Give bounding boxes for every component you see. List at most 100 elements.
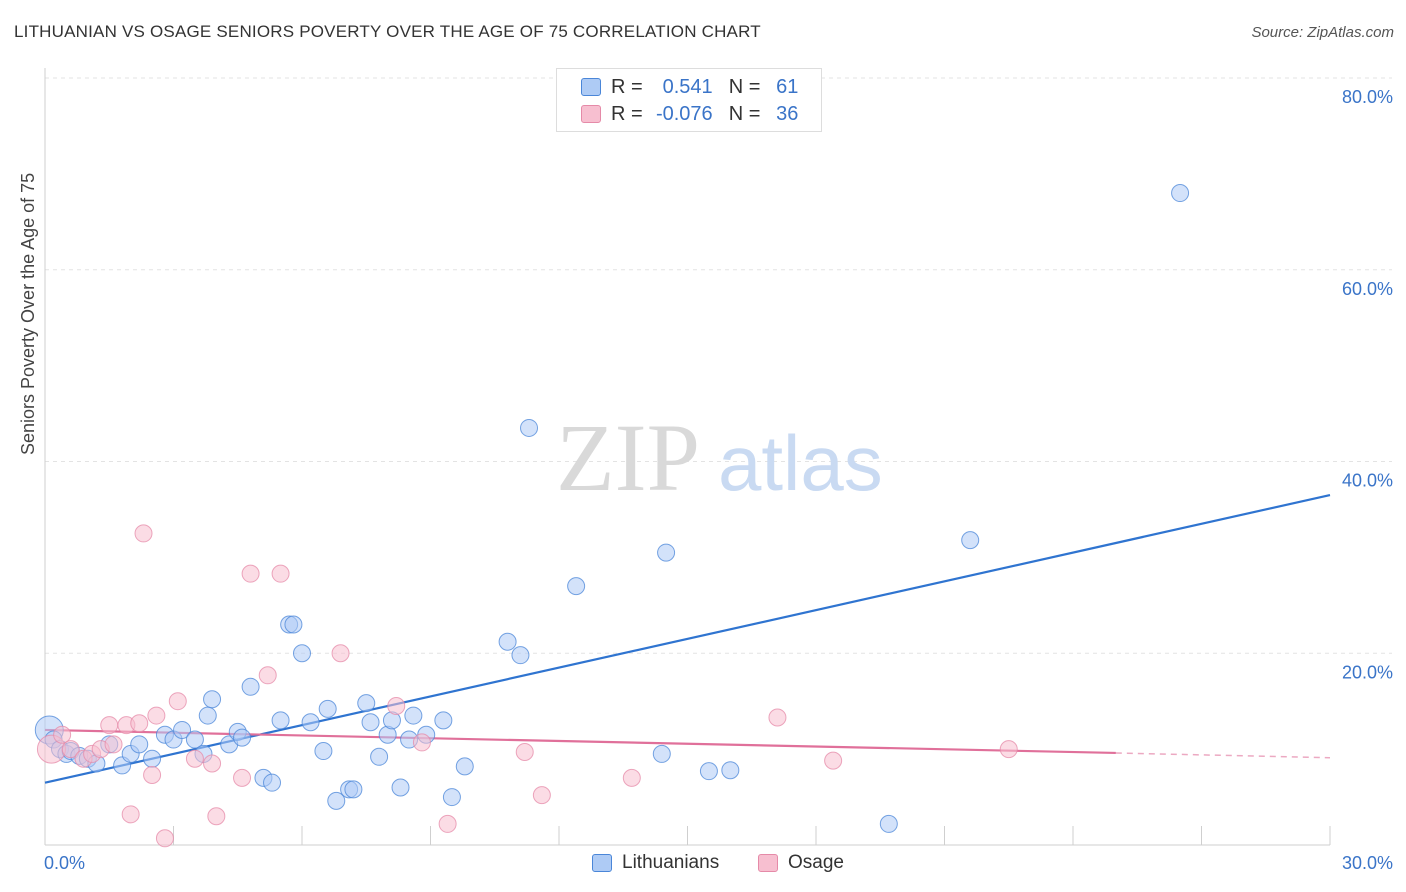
legend-n-value: 61 xyxy=(776,75,799,98)
axes xyxy=(44,68,1331,846)
point-lithuanians xyxy=(130,735,149,754)
legend-label-lithuanians: Lithuanians xyxy=(622,852,720,873)
series-legend: Lithuanians Osage xyxy=(0,852,1406,878)
y-axis-label: Seniors Poverty Over the Age of 75 xyxy=(18,172,38,455)
point-osage xyxy=(768,708,787,727)
point-osage xyxy=(53,725,72,744)
point-osage xyxy=(622,768,641,787)
point-lithuanians xyxy=(721,761,740,780)
point-lithuanians xyxy=(271,711,290,730)
point-osage xyxy=(387,696,406,715)
y-tick-label: 60.0% xyxy=(1342,279,1393,299)
point-lithuanians xyxy=(284,615,303,634)
point-osage xyxy=(412,733,431,752)
point-osage xyxy=(61,740,80,759)
point-lithuanians xyxy=(361,713,380,732)
point-osage xyxy=(104,735,123,754)
point-lithuanians xyxy=(293,644,311,663)
point-osage xyxy=(438,814,457,833)
watermark: ZIP atlas xyxy=(556,404,883,511)
point-osage xyxy=(233,768,252,787)
point-osage xyxy=(100,716,119,735)
legend-swatch-osage xyxy=(581,105,601,123)
point-osage xyxy=(999,740,1018,759)
watermark-zip: ZIP xyxy=(556,404,700,511)
point-lithuanians xyxy=(327,791,346,810)
legend-n-value: 36 xyxy=(776,102,799,125)
legend-r-value: 0.541 xyxy=(662,75,713,98)
y-tick-label: 80.0% xyxy=(1342,87,1393,107)
point-osage xyxy=(203,754,222,773)
point-lithuanians xyxy=(511,646,530,665)
source-label: Source: ZipAtlas.com xyxy=(1251,24,1394,41)
trend-line-osage-dashed xyxy=(1115,752,1331,759)
point-osage xyxy=(207,807,226,826)
tick-labels: 20.0% 40.0% 60.0% 80.0% 0.0% 30.0% xyxy=(44,87,1393,873)
point-osage xyxy=(155,829,174,848)
y-tick-label: 40.0% xyxy=(1342,471,1393,491)
point-osage xyxy=(241,564,260,583)
legend-item-osage[interactable]: Osage xyxy=(758,852,844,874)
point-lithuanians xyxy=(879,814,898,833)
point-lithuanians xyxy=(185,730,204,749)
point-osage xyxy=(824,751,843,770)
legend-r-label: R = xyxy=(611,102,643,125)
point-lithuanians xyxy=(391,778,410,797)
point-osage xyxy=(532,786,551,805)
point-lithuanians xyxy=(657,543,676,562)
point-lithuanians xyxy=(203,690,222,709)
point-lithuanians xyxy=(652,744,671,763)
point-osage xyxy=(134,524,153,543)
point-lithuanians xyxy=(314,742,333,761)
point-lithuanians xyxy=(434,711,453,730)
legend-row-osage: R = -0.076 N = 36 xyxy=(581,102,798,126)
point-lithuanians xyxy=(442,788,461,807)
point-lithuanians xyxy=(198,706,217,725)
trend-line-osage xyxy=(44,728,1116,755)
x-tick-label: 30.0% xyxy=(1342,853,1393,873)
point-lithuanians xyxy=(498,632,517,651)
point-lithuanians xyxy=(357,694,376,713)
point-lithuanians xyxy=(699,762,718,781)
point-lithuanians xyxy=(370,747,389,766)
point-lithuanians xyxy=(567,577,586,596)
point-lithuanians xyxy=(455,757,474,776)
legend-r-label: R = xyxy=(611,75,643,98)
point-lithuanians xyxy=(263,773,282,792)
watermark-atlas: atlas xyxy=(718,419,883,507)
point-osage xyxy=(147,706,166,725)
point-lithuanians xyxy=(1171,184,1190,203)
point-lithuanians xyxy=(143,749,162,768)
point-osage xyxy=(121,805,140,824)
legend-swatch-lithuanians xyxy=(581,78,601,96)
point-lithuanians xyxy=(344,780,363,799)
y-tick-label: 20.0% xyxy=(1342,662,1393,682)
point-osage xyxy=(258,666,277,685)
point-osage xyxy=(143,766,162,785)
point-lithuanians xyxy=(318,699,337,718)
point-osage xyxy=(331,644,350,663)
legend-row-lithuanians: R = 0.541 N = 61 xyxy=(581,75,798,99)
legend-swatch-lithuanians xyxy=(592,854,612,872)
legend-item-lithuanians[interactable]: Lithuanians xyxy=(592,852,719,874)
x-tick-label: 0.0% xyxy=(44,853,85,873)
legend-r-value: -0.076 xyxy=(655,102,713,125)
point-lithuanians xyxy=(241,677,260,696)
legend-label-osage: Osage xyxy=(788,852,844,873)
point-lithuanians xyxy=(173,720,192,739)
point-osage xyxy=(515,743,534,762)
trend-lines xyxy=(44,493,1331,784)
point-osage xyxy=(130,714,149,733)
legend-n-label: N = xyxy=(728,75,761,98)
data-points xyxy=(34,184,1190,848)
point-lithuanians xyxy=(301,713,320,732)
point-lithuanians xyxy=(520,418,539,437)
legend-swatch-osage xyxy=(758,854,778,872)
legend-n-label: N = xyxy=(728,102,761,125)
point-lithuanians xyxy=(233,728,252,747)
point-lithuanians xyxy=(404,706,423,725)
point-osage xyxy=(168,692,187,711)
correlation-legend: R = 0.541 N = 61 R = -0.076 N = 36 xyxy=(556,68,822,132)
point-osage xyxy=(271,564,290,583)
